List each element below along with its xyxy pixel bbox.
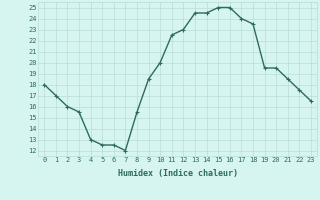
X-axis label: Humidex (Indice chaleur): Humidex (Indice chaleur) [118, 169, 238, 178]
